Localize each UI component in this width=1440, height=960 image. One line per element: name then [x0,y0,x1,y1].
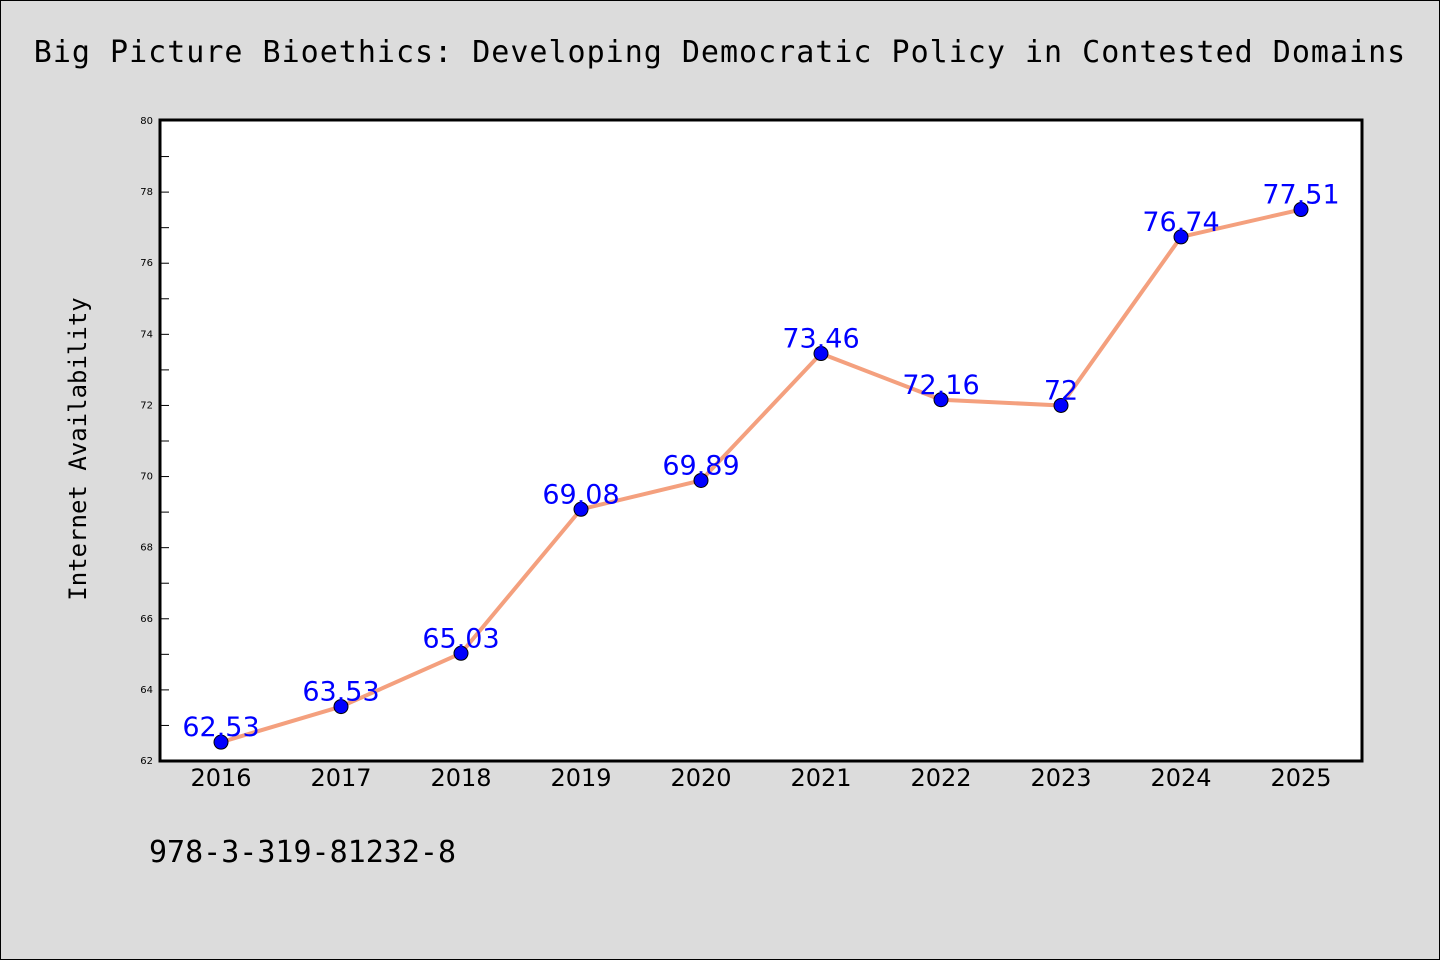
y-tick-label: 78 [140,187,153,198]
data-label: 72 [1044,375,1078,406]
plot-area [158,118,1364,763]
y-tick-label: 74 [140,329,153,340]
data-point [813,346,829,362]
y-tick-label: 72 [140,400,153,411]
y-tick-label: 76 [140,258,153,269]
x-axis: 2016 2017 2018 2019 2020 2021 2022 2023 2024 2025 [190,764,1331,792]
data-label: 77.51 [1262,180,1339,211]
data-point [573,501,589,517]
y-tick-label: 80 [140,116,153,127]
data-label: 69.89 [662,450,739,481]
y-tick-label: 68 [140,543,153,554]
series-line [219,207,1303,745]
data-point [693,472,709,488]
isbn-text: 978-3-319-81232-8 [149,835,457,870]
y-tick-label: 62 [140,756,153,767]
data-point [1173,229,1189,245]
y-axis-label: Internet Availability [64,297,92,600]
y-tick-label: 70 [140,472,153,483]
data-point [1293,202,1309,218]
data-label: 69.08 [542,479,619,510]
y-tick-label: 66 [140,614,153,625]
data-label: 63.53 [302,677,379,708]
x-tick-label: 2021 [790,764,851,792]
x-tick-label: 2023 [1030,764,1091,792]
y-tick-label: 64 [140,685,153,696]
data-label: 76.74 [1142,207,1219,238]
data-point [333,699,349,715]
chart-title: Big Picture Bioethics: Developing Democr… [33,35,1407,70]
data-label: 73.46 [782,324,859,355]
data-point [1053,397,1069,413]
data-point [933,392,949,408]
x-tick-label: 2025 [1270,764,1331,792]
data-point [213,734,229,750]
x-tick-label: 2024 [1150,764,1211,792]
y-axis: 62 64 66 68 70 72 74 76 78 80 [140,116,169,767]
x-tick-label: 2022 [910,764,971,792]
x-tick-label: 2016 [190,764,251,792]
data-label: 62.53 [182,712,259,743]
series-line-group: 62.53 63.53 65.03 69.08 69.89 73.46 72.16 72 76.… [182,180,1340,750]
x-tick-label: 2018 [430,764,491,792]
x-tick-label: 2019 [550,764,611,792]
data-label: 65.03 [422,623,499,654]
data-point [453,645,469,661]
x-tick-label: 2017 [310,764,371,792]
data-label: 72.16 [902,370,979,401]
x-tick-label: 2020 [670,764,731,792]
